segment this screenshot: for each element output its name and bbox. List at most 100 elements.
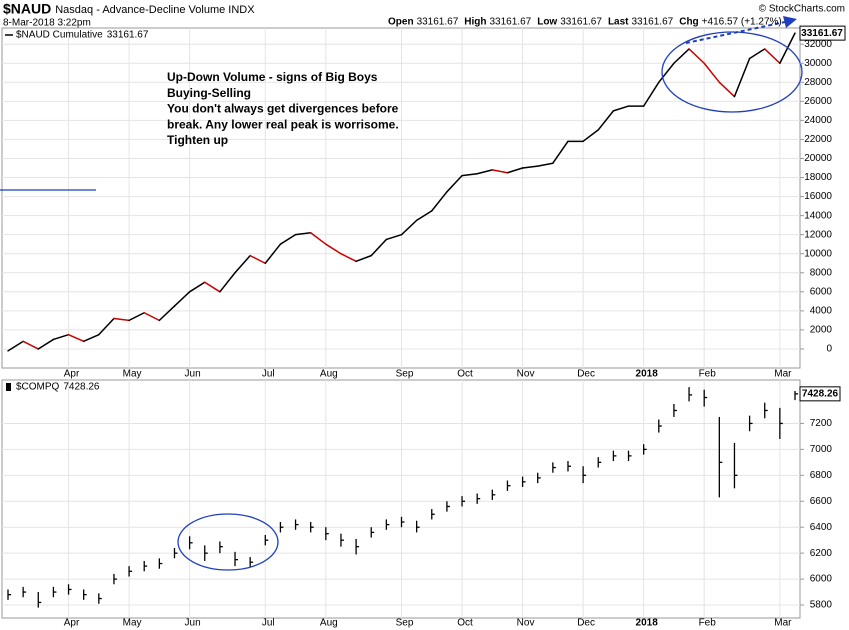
quote-value: +416.57 (+1.27%)	[702, 17, 782, 28]
x-tick-label: Mar	[774, 369, 792, 380]
highlight-ellipse	[661, 31, 803, 113]
y-tick-label: 24000	[804, 115, 832, 126]
divergence-arrow	[685, 21, 786, 44]
line-segment	[597, 110, 615, 131]
line-segment	[703, 62, 721, 84]
quote-label: Last	[608, 17, 629, 28]
line-segment	[67, 333, 85, 343]
line-segment	[128, 312, 145, 322]
y-tick-label: 20000	[804, 153, 832, 164]
y-tick-label: 8000	[810, 267, 833, 278]
annotation: Up-Down Volume - signs of Big Boys	[167, 70, 378, 84]
y-tick-label: 6000	[810, 286, 833, 297]
x-tick-label: Apr	[64, 369, 80, 380]
line-segment	[400, 219, 418, 236]
line-segment	[415, 210, 433, 222]
line-segment	[733, 57, 751, 98]
x-tick-label: Mar	[774, 618, 792, 629]
y-tick-label: 22000	[804, 134, 832, 145]
annotation: Tighten up	[167, 133, 228, 147]
line-segment	[309, 232, 327, 245]
annotation: break. Any lower real peak is worrisome.	[167, 117, 399, 131]
line-segment	[340, 252, 357, 263]
y-tick-label: 32000	[804, 39, 832, 50]
x-tick-label: May	[123, 618, 142, 629]
marks	[2, 28, 800, 618]
line-segment	[113, 317, 130, 322]
line-segment	[521, 165, 539, 169]
last-value-box	[799, 25, 846, 41]
y-tick-label: 6000	[810, 574, 833, 585]
line-segment	[188, 281, 206, 293]
x-tick-label: Feb	[699, 369, 717, 380]
line-segment	[279, 233, 297, 245]
y-tick-label: 16000	[804, 191, 832, 202]
x-tick-label: Oct	[457, 618, 473, 629]
quote-label: Low	[537, 17, 557, 28]
y-tick-label: 0	[826, 344, 832, 355]
x-tick-label: Jul	[262, 618, 275, 629]
line-segment	[143, 312, 161, 322]
y-tick-label: 5800	[810, 600, 833, 611]
x-tick-label: Sep	[396, 369, 414, 380]
line-segment	[506, 167, 524, 174]
line-segment	[718, 81, 736, 98]
y-tick-label: 18000	[804, 172, 832, 183]
line-segment	[658, 62, 675, 84]
highlight-ellipse	[177, 513, 279, 571]
legend-swatch	[6, 383, 11, 391]
y-tick-label: 12000	[804, 229, 832, 240]
x-tick-label: 2018	[636, 369, 659, 380]
x-tick-label: Dec	[577, 369, 595, 380]
last-value-label: 7428.26	[802, 388, 839, 399]
line-segment	[82, 333, 100, 343]
y-tick-label: 6200	[810, 548, 833, 559]
y-tick-label: 6600	[810, 496, 833, 507]
line-segment	[446, 174, 463, 193]
y-tick-label: 10000	[804, 248, 832, 259]
line-segment	[355, 254, 372, 263]
line-segment	[642, 81, 660, 107]
x-tick-label: Apr	[64, 618, 80, 629]
line-segment	[431, 191, 448, 212]
line-segment	[264, 243, 282, 264]
line-segment	[204, 281, 221, 293]
x-tick-label: Nov	[517, 618, 535, 629]
x-tick-label: Aug	[320, 369, 338, 380]
line-segment	[491, 169, 509, 174]
legend-value: 7428.26	[63, 382, 100, 393]
x-tick-label: Feb	[699, 618, 717, 629]
line-segment	[234, 254, 251, 274]
line-segment	[37, 338, 55, 350]
symbol: $NAUD	[3, 1, 51, 17]
line-segment	[536, 162, 554, 167]
y-tick-label: 4000	[810, 305, 833, 316]
legend-name: $COMPQ	[16, 382, 60, 393]
y-tick-label: 7000	[810, 444, 833, 455]
line-segment	[370, 238, 388, 257]
line-segment	[219, 272, 236, 293]
quote-label: High	[464, 17, 486, 28]
line-segment	[22, 340, 40, 350]
quote-value: 33161.67	[417, 17, 459, 28]
line-segment	[673, 48, 690, 64]
x-tick-label: Jul	[262, 369, 275, 380]
x-tick-label: Dec	[577, 618, 595, 629]
quote-value: 33161.67	[560, 17, 602, 28]
line-segment	[158, 305, 176, 322]
legend-value: 33161.67	[107, 30, 149, 41]
line-segment	[763, 48, 781, 64]
line-segment	[52, 333, 70, 341]
legend-name: $NAUD Cumulative	[16, 30, 103, 41]
x-tick-label: May	[123, 369, 142, 380]
last-value-label: 33161.67	[801, 28, 843, 39]
line-segment	[249, 254, 267, 264]
quote-value: 33161.67	[632, 17, 674, 28]
quote-label: Open	[388, 17, 414, 28]
line-segment	[98, 317, 115, 336]
title: Nasdaq - Advance-Decline Volume INDX	[55, 4, 255, 16]
line-segment	[748, 48, 766, 60]
quote-label: Chg	[679, 17, 698, 28]
credit: © StockCharts.com	[759, 4, 845, 15]
